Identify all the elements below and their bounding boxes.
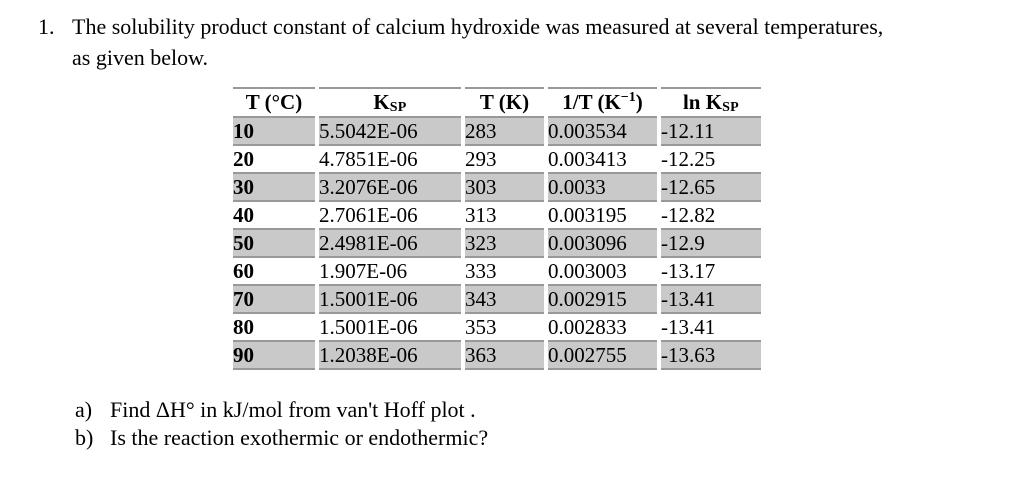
- table-body: 10 5.5042E-06 283 0.003534 -12.11 20 4.7…: [233, 118, 761, 370]
- table-row: 30 3.2076E-06 303 0.0033 -12.65: [233, 174, 761, 202]
- cell-temperature-celsius: 20: [233, 146, 315, 174]
- cell-ln-ksp: -12.65: [661, 174, 761, 202]
- cell-temperature-celsius: 90: [233, 342, 315, 370]
- cell-temperature-celsius: 80: [233, 314, 315, 342]
- cell-ksp-value: 3.2076E-06: [319, 174, 461, 202]
- cell-temperature-celsius: 50: [233, 230, 315, 258]
- cell-inverse-temperature: 0.002755: [548, 342, 657, 370]
- cell-ln-ksp: -12.9: [661, 230, 761, 258]
- ksp-subscript: SP: [389, 100, 407, 115]
- cell-temperature-celsius: 70: [233, 286, 315, 314]
- cell-inverse-temperature: 0.0033: [548, 174, 657, 202]
- cell-inverse-temperature: 0.002833: [548, 314, 657, 342]
- problem-text: The solubility product constant of calci…: [72, 11, 883, 73]
- cell-ksp-value: 2.4981E-06: [319, 230, 461, 258]
- cell-ln-ksp: -13.41: [661, 314, 761, 342]
- inverse-kelvin-superscript: −1: [620, 90, 636, 105]
- cell-ksp-value: 2.7061E-06: [319, 202, 461, 230]
- question-b-label: b): [75, 425, 94, 450]
- cell-temperature-celsius: 40: [233, 202, 315, 230]
- cell-ln-ksp: -12.25: [661, 146, 761, 174]
- table-row: 50 2.4981E-06 323 0.003096 -12.9: [233, 230, 761, 258]
- question-a-text: Find ΔH° in kJ/mol from van't Hoff plot …: [110, 397, 476, 422]
- question-b-text: Is the reaction exothermic or endothermi…: [110, 425, 489, 450]
- cell-temperature-celsius: 60: [233, 258, 315, 286]
- header-inverse-temperature: 1/T (K−1): [548, 87, 657, 118]
- worksheet-page: 1. The solubility product constant of ca…: [0, 11, 1024, 501]
- cell-inverse-temperature: 0.003413: [548, 146, 657, 174]
- cell-ksp-value: 1.5001E-06: [319, 286, 461, 314]
- header-ksp: KSP: [319, 87, 461, 118]
- header-temperature-celsius: T (°C): [233, 87, 315, 118]
- cell-temperature-kelvin: 363: [465, 342, 544, 370]
- cell-temperature-kelvin: 333: [465, 258, 544, 286]
- cell-ln-ksp: -13.17: [661, 258, 761, 286]
- cell-inverse-temperature: 0.003003: [548, 258, 657, 286]
- table-row: 20 4.7851E-06 293 0.003413 -12.25: [233, 146, 761, 174]
- cell-ln-ksp: -12.11: [661, 118, 761, 146]
- cell-temperature-kelvin: 293: [465, 146, 544, 174]
- cell-ln-ksp: -12.82: [661, 202, 761, 230]
- header-temperature-kelvin: T (K): [465, 87, 544, 118]
- question-b: b) Is the reaction exothermic or endothe…: [75, 424, 1024, 452]
- cell-temperature-kelvin: 303: [465, 174, 544, 202]
- cell-inverse-temperature: 0.003195: [548, 202, 657, 230]
- problem-statement: 1. The solubility product constant of ca…: [38, 11, 1024, 73]
- header-ln-ksp: ln KSP: [661, 87, 761, 118]
- cell-temperature-kelvin: 313: [465, 202, 544, 230]
- question-a-label: a): [75, 397, 93, 422]
- cell-temperature-celsius: 30: [233, 174, 315, 202]
- cell-inverse-temperature: 0.003096: [548, 230, 657, 258]
- table-row: 10 5.5042E-06 283 0.003534 -12.11: [233, 118, 761, 146]
- table-row: 60 1.907E-06 333 0.003003 -13.17: [233, 258, 761, 286]
- cell-ksp-value: 1.907E-06: [319, 258, 461, 286]
- table-header-row: T (°C) KSP T (K) 1/T (K−1) ln KSP: [233, 87, 761, 118]
- cell-temperature-kelvin: 353: [465, 314, 544, 342]
- table-row: 40 2.7061E-06 313 0.003195 -12.82: [233, 202, 761, 230]
- table-row: 90 1.2038E-06 363 0.002755 -13.63: [233, 342, 761, 370]
- table-row: 70 1.5001E-06 343 0.002915 -13.41: [233, 286, 761, 314]
- question-list: a) Find ΔH° in kJ/mol from van't Hoff pl…: [75, 396, 1024, 452]
- cell-temperature-kelvin: 283: [465, 118, 544, 146]
- solubility-data-table: T (°C) KSP T (K) 1/T (K−1) ln KSP 10 5.5…: [229, 87, 765, 370]
- question-a: a) Find ΔH° in kJ/mol from van't Hoff pl…: [75, 396, 1024, 424]
- cell-ksp-value: 5.5042E-06: [319, 118, 461, 146]
- cell-temperature-kelvin: 323: [465, 230, 544, 258]
- cell-inverse-temperature: 0.003534: [548, 118, 657, 146]
- cell-ksp-value: 1.2038E-06: [319, 342, 461, 370]
- cell-ln-ksp: -13.63: [661, 342, 761, 370]
- cell-ln-ksp: -13.41: [661, 286, 761, 314]
- problem-text-line-1: The solubility product constant of calci…: [72, 14, 884, 39]
- cell-inverse-temperature: 0.002915: [548, 286, 657, 314]
- cell-ksp-value: 4.7851E-06: [319, 146, 461, 174]
- cell-temperature-celsius: 10: [233, 118, 315, 146]
- problem-text-line-2: as given below.: [72, 45, 209, 70]
- table-row: 80 1.5001E-06 353 0.002833 -13.41: [233, 314, 761, 342]
- problem-number: 1.: [38, 14, 55, 39]
- cell-temperature-kelvin: 343: [465, 286, 544, 314]
- ln-ksp-subscript: SP: [722, 100, 740, 115]
- cell-ksp-value: 1.5001E-06: [319, 314, 461, 342]
